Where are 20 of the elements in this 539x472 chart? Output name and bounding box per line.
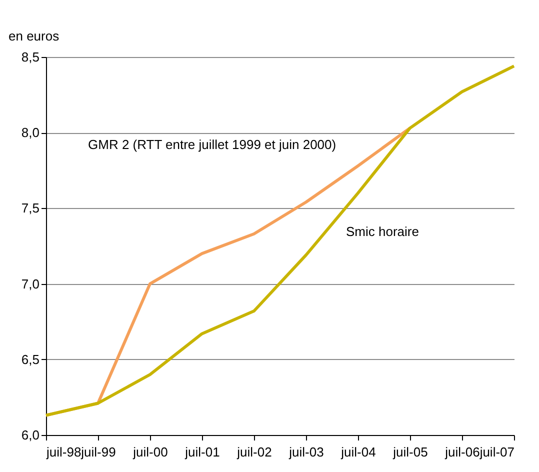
x-tick-label: juil-00 <box>132 444 168 460</box>
x-tick-label: juil-03 <box>288 444 324 460</box>
x-tick-label: juil-02 <box>236 444 272 460</box>
y-tick-label: 6,5 <box>21 352 40 367</box>
x-tick-label: juil-98 <box>46 444 82 460</box>
x-tick-label: juil-05 <box>392 444 428 460</box>
x-tick-label: juil-07 <box>478 444 514 460</box>
series-label: Smic horaire <box>346 224 419 239</box>
x-tick-label: juil-99 <box>80 444 116 460</box>
y-tick-label: 8,0 <box>21 125 40 140</box>
line-series <box>44 64 516 417</box>
x-tick-label: juil-01 <box>184 444 220 460</box>
x-tick-label: juil-04 <box>340 444 376 460</box>
y-tick-label: 8,5 <box>21 50 40 64</box>
y-tick-label: 7,0 <box>21 276 40 292</box>
y-tick-label: 6,0 <box>21 428 40 442</box>
y-tick-label: 7,5 <box>21 200 40 216</box>
x-tick-label: juil-06 <box>444 444 480 460</box>
y-axis-title: en euros <box>8 28 60 44</box>
series-label: GMR 2 (RTT entre juillet 1999 et juin 2000) <box>88 137 336 152</box>
